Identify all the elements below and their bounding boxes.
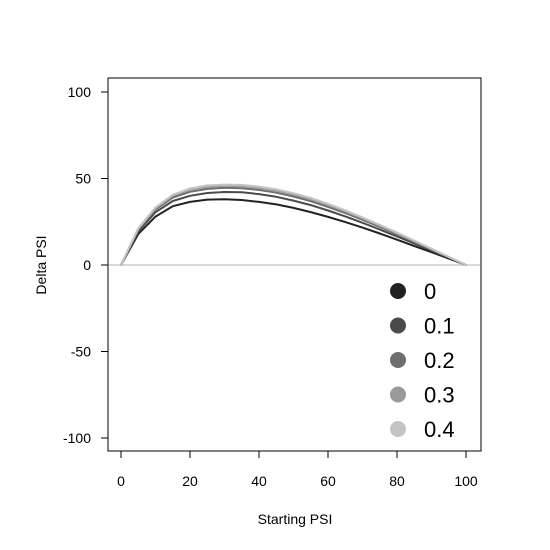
x-tick-label: 0 (117, 473, 125, 489)
legend-marker-3 (390, 386, 406, 403)
legend-label-3: 0.3 (424, 383, 455, 408)
legend-marker-1 (390, 317, 406, 334)
legend-marker-2 (390, 352, 406, 368)
series-line-1 (120, 191, 467, 266)
legend-marker-4 (390, 421, 406, 437)
legend-label-2: 0.2 (424, 348, 455, 373)
x-tick-label: 40 (251, 473, 267, 489)
x-axis-title: Starting PSI (258, 511, 333, 527)
x-tick-label: 60 (320, 473, 336, 489)
series-line-0 (120, 198, 467, 266)
y-tick-label: -50 (71, 344, 91, 360)
series-line-4 (120, 183, 467, 266)
x-tick-label: 100 (454, 473, 478, 489)
legend-marker-0 (390, 283, 406, 299)
legend-label-4: 0.4 (424, 417, 455, 442)
y-tick-label: -100 (63, 430, 91, 446)
y-axis-title: Delta PSI (33, 235, 49, 294)
x-tick-label: 20 (182, 473, 198, 489)
y-axis: -100 -50 0 50 100 (63, 84, 109, 446)
legend-label-1: 0.1 (424, 314, 455, 339)
y-tick-label: 50 (75, 171, 91, 187)
y-tick-label: 100 (68, 84, 92, 100)
legend: 0 0.1 0.2 0.3 0.4 (390, 279, 455, 442)
y-tick-label: 0 (83, 257, 91, 273)
x-axis: 0 20 40 60 80 100 (117, 450, 478, 489)
series-line-2 (120, 186, 467, 266)
x-tick-label: 80 (389, 473, 405, 489)
legend-label-0: 0 (424, 279, 436, 304)
